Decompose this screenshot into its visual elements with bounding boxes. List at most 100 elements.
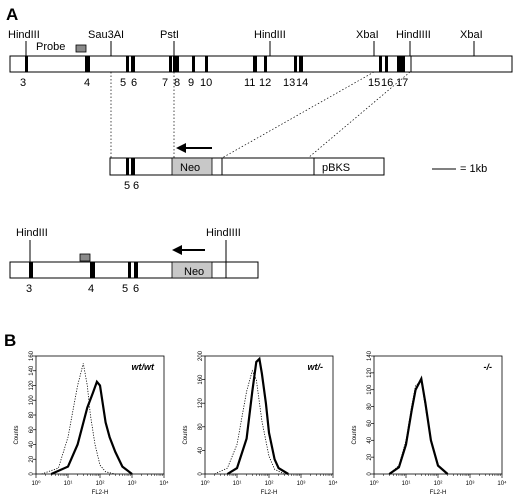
x-tick-label: 10² (96, 481, 105, 487)
histogram-3: 10⁰ 10¹ 10² 10³ 10⁴ 0 20 40 60 80 100 120 140 FL2-H Co… (352, 350, 507, 496)
plot-frame (373, 355, 503, 475)
exon-4 (85, 56, 90, 72)
targeted-exon-6 (134, 262, 138, 278)
x-axis-label: FL2-H (261, 490, 278, 496)
y-tick-label: 60 (29, 426, 35, 433)
stained-histogram-line (388, 375, 449, 475)
exon-label-4: 4 (84, 77, 90, 89)
genotype-label: wt/wt (132, 362, 155, 372)
y-tick-label: 140 (367, 350, 373, 361)
y-tick-label: 0 (198, 472, 204, 476)
y-axis-label: Counts (183, 425, 189, 444)
targeted-neo-label: Neo (184, 266, 204, 278)
site-sau3ai: Sau3AI (88, 29, 124, 41)
site-hindiii-2: HindIII (254, 29, 286, 41)
targeted-neo-cassette (171, 261, 213, 279)
y-tick-label: 140 (29, 365, 35, 376)
site-ticks (25, 41, 475, 56)
pbks-vector-box (313, 157, 385, 176)
x-tick-label: 10³ (297, 481, 306, 487)
site-xbai-2: XbaI (460, 29, 483, 41)
x-tick-label: 10¹ (402, 481, 411, 487)
exon-label-14: 14 (296, 77, 308, 89)
construct-exon-label-5: 5 (124, 180, 130, 192)
targeted-exon-4 (90, 262, 95, 278)
y-axis-label: Counts (352, 425, 358, 444)
x-tick-label: 10⁰ (200, 480, 210, 487)
exon-8 (173, 56, 179, 72)
exon-16 (385, 56, 388, 72)
construct-exon-label-6: 6 (133, 180, 139, 192)
exon-12 (264, 56, 267, 72)
y-axis-label: Counts (14, 425, 20, 444)
probe-box (75, 44, 87, 53)
exon-14 (299, 56, 303, 72)
panel-b-label: B (4, 331, 16, 350)
y-tick-label: 120 (367, 367, 373, 378)
x-axis-label: FL2-H (430, 490, 447, 496)
histogram-1: 10⁰ 10¹ 10² 10³ 10⁴ 0 20 40 60 80 100 120 140 160 FL2-… (14, 350, 169, 496)
map-site-labels: HindIII Sau3AI PstI HindIII XbaI HindIII… (8, 29, 483, 41)
y-tick-label: 160 (29, 350, 35, 361)
exon-label-17: 17 (396, 77, 408, 89)
histogram-2: 10⁰ 10¹ 10² 10³ 10⁴ 0 40 80 120 160 200 FL2-H Counts… (183, 350, 338, 496)
x-tick-label: 10¹ (64, 481, 73, 487)
exon-label-10: 10 (200, 77, 212, 89)
exon-label-6: 6 (131, 77, 137, 89)
exon-blocks (25, 56, 405, 72)
x-tick-label: 10⁴ (328, 480, 338, 487)
y-tick-label: 100 (29, 395, 35, 406)
exon-13 (294, 56, 297, 72)
targeted-probe-box (79, 253, 91, 262)
site-hindiiii: HindIIII (396, 29, 431, 41)
y-tick-label: 120 (198, 398, 204, 409)
targeted-exon-label-5: 5 (122, 283, 128, 295)
exon-label-12: 12 (259, 77, 271, 89)
x-tick-label: 10⁴ (159, 480, 169, 487)
y-tick-label: 80 (367, 403, 373, 410)
x-tick-label: 10² (434, 481, 443, 487)
pbks-label: pBKS (322, 162, 350, 174)
exon-17 (397, 56, 405, 72)
y-tick-label: 0 (29, 472, 35, 476)
y-tick-label: 200 (198, 350, 204, 361)
exon-15 (379, 56, 382, 72)
panel-a-label: A (6, 5, 18, 24)
genotype-label: -/- (484, 362, 493, 372)
y-tick-label: 20 (367, 453, 373, 460)
exon-label-9: 9 (188, 77, 194, 89)
y-tick-label: 40 (367, 436, 373, 443)
exon-7 (169, 56, 172, 72)
y-tick-label: 160 (198, 374, 204, 385)
exon-label-3: 3 (20, 77, 26, 89)
targeted-exon-label-4: 4 (88, 283, 94, 295)
y-tick-label: 0 (367, 472, 373, 476)
stained-histogram-line (226, 356, 289, 475)
site-psti: PstI (160, 29, 179, 41)
site-xbai-1: XbaI (356, 29, 379, 41)
targeted-exon-5 (128, 262, 131, 278)
exon-label-5: 5 (120, 77, 126, 89)
exon-6 (131, 56, 135, 72)
y-tick-label: 60 (367, 419, 373, 426)
targeted-site-hindiii: HindIII (16, 227, 48, 239)
control-histogram-line (41, 363, 116, 475)
targeted-neo-arrow (172, 245, 205, 255)
construct-exon-5 (126, 158, 129, 175)
exon-label-16: 16 (381, 77, 393, 89)
targeted-exon-label-3: 3 (26, 283, 32, 295)
y-tick-label: 120 (29, 380, 35, 391)
exon-label-15: 15 (368, 77, 380, 89)
targeted-exon-3 (29, 262, 33, 278)
neo-cassette (171, 157, 213, 176)
exon-3 (25, 56, 28, 72)
x-tick-label: 10² (265, 481, 274, 487)
homology-guides (110, 71, 411, 159)
exon-label-13: 13 (283, 77, 295, 89)
x-tick-label: 10³ (128, 481, 137, 487)
x-tick-label: 10³ (466, 481, 475, 487)
x-tick-label: 10¹ (233, 481, 242, 487)
exon-10 (205, 56, 208, 72)
exon-9 (192, 56, 195, 72)
scale-bar-label: = 1kb (460, 163, 487, 175)
